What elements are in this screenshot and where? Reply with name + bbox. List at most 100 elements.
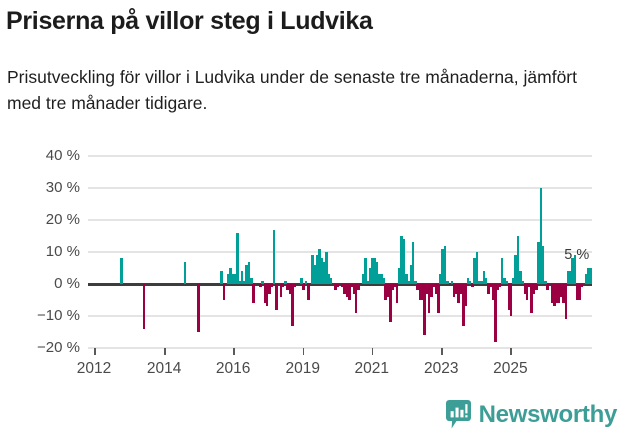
bar: [425, 284, 429, 294]
bar: [427, 284, 431, 313]
bar: [457, 284, 461, 304]
bar: [290, 284, 294, 326]
bar: [523, 284, 527, 294]
bar: [247, 261, 251, 284]
bar: [560, 284, 563, 297]
bar: [384, 284, 388, 300]
bar: [240, 271, 244, 284]
x-axis-tick-label: 2025: [493, 360, 528, 377]
bar: [391, 284, 394, 291]
x-axis-tick-label: 2016: [215, 360, 251, 377]
y-axis-tick-label: 10 %: [45, 243, 80, 260]
bar: [334, 284, 337, 291]
bar: [534, 284, 538, 291]
x-axis-tick: [233, 348, 235, 355]
bar: [306, 284, 310, 300]
bar: [233, 274, 237, 284]
bar: [341, 284, 344, 288]
bar: [471, 284, 474, 288]
gridline: [88, 187, 592, 189]
bar: [578, 284, 581, 300]
page-subtitle: Prisutveckling för villor i Ludvika unde…: [7, 67, 577, 113]
bar: [530, 284, 534, 313]
bar: [418, 284, 422, 300]
bar: [491, 284, 495, 300]
bar: [484, 277, 488, 284]
bar: [347, 284, 351, 300]
bar: [275, 284, 278, 310]
bar: [487, 284, 490, 294]
bar: [489, 284, 492, 288]
x-axis-tick-label: 2014: [146, 360, 182, 377]
bar: [555, 284, 559, 304]
bar: [268, 284, 271, 294]
bar: [325, 252, 328, 284]
bar: [238, 280, 242, 284]
bar: [477, 280, 481, 284]
page-title: Priserna på villor steg i Ludvika: [6, 7, 373, 35]
bar: [546, 284, 549, 291]
bar: [249, 277, 253, 284]
bar: [379, 274, 383, 284]
bar: [402, 239, 406, 284]
bar: [462, 284, 465, 326]
bar: [300, 277, 303, 284]
bar: [544, 280, 547, 284]
bar: [197, 284, 201, 332]
bar: [516, 236, 520, 284]
bar: [261, 280, 264, 284]
x-axis-tick-label: 2019: [285, 360, 320, 377]
newsworthy-logo[interactable]: Newsworthy: [445, 400, 618, 429]
x-axis-tick-label: 2012: [76, 360, 112, 377]
bar: [430, 284, 433, 297]
bar: [183, 261, 187, 284]
bar: [311, 255, 315, 284]
bar: [313, 264, 317, 284]
bar: [373, 258, 376, 284]
bar: [284, 280, 287, 284]
bar: [316, 255, 319, 284]
bar: [409, 264, 413, 284]
bar: [455, 284, 458, 294]
bar: [443, 245, 447, 284]
bar-series: [88, 156, 593, 348]
bar: [363, 258, 367, 284]
bar: [236, 232, 239, 284]
bar: [322, 261, 326, 284]
bar: [222, 284, 226, 300]
y-axis-labels: 40 % 30 % 20 % 10 % 0 % −10 % −20 %: [0, 148, 80, 355]
x-axis-tick: [302, 348, 305, 355]
bar: [480, 280, 483, 284]
bar: [354, 284, 358, 313]
brand-name: Newsworthy: [478, 400, 618, 428]
bar: [398, 268, 401, 284]
bar: [265, 284, 269, 307]
bar: [318, 248, 321, 284]
bar: [288, 284, 292, 294]
x-axis-tick-label: 2021: [354, 360, 389, 377]
bar: [281, 284, 285, 288]
y-axis-tick-label: −20 %: [37, 339, 80, 356]
bar: [302, 284, 305, 291]
x-axis-tick: [371, 348, 374, 355]
bar: [500, 258, 504, 284]
bar-chart: 40 % 30 % 20 % 10 % 0 % −10 % −20 % 5 % 2012 20…: [0, 145, 631, 390]
bar: [557, 284, 561, 304]
bar: [482, 271, 486, 284]
bar: [343, 284, 346, 294]
bar: [375, 261, 378, 284]
bar: [252, 284, 255, 304]
bar: [571, 258, 575, 284]
bar: [537, 242, 540, 284]
bar: [564, 284, 568, 320]
bar: [361, 274, 365, 284]
bar: [446, 280, 449, 284]
x-axis-tick-label: 2023: [424, 360, 459, 377]
bar: [423, 284, 426, 336]
bar: [525, 284, 529, 300]
bar: [411, 242, 415, 284]
bar: [466, 277, 470, 284]
zero-axis-line: [88, 282, 592, 286]
bar: [532, 284, 536, 294]
